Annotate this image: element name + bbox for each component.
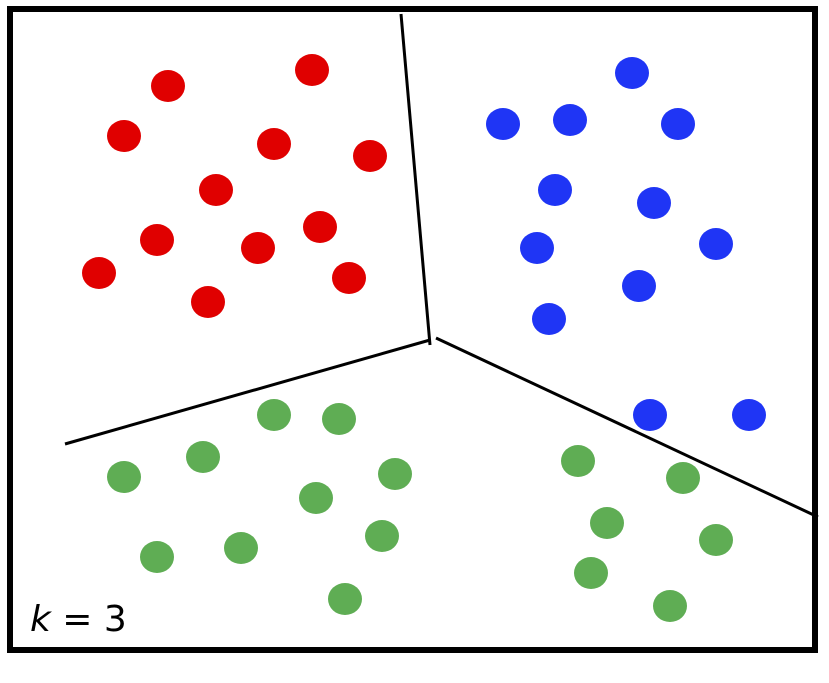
red-point-3 <box>107 120 141 152</box>
green-point-14 <box>699 524 733 556</box>
red-point-11 <box>332 262 366 294</box>
green-point-12 <box>666 462 700 494</box>
green-point-13 <box>590 507 624 539</box>
green-point-6 <box>299 482 333 514</box>
blue-point-9 <box>622 270 656 302</box>
green-point-5 <box>378 458 412 490</box>
boundary-line-2 <box>64 338 431 446</box>
blue-point-4 <box>661 108 695 140</box>
green-point-3 <box>107 461 141 493</box>
green-point-16 <box>653 590 687 622</box>
red-point-1 <box>151 70 185 102</box>
blue-point-1 <box>615 57 649 89</box>
red-point-2 <box>295 54 329 86</box>
red-point-9 <box>303 211 337 243</box>
green-point-4 <box>186 441 220 473</box>
boundary-line-3 <box>435 336 819 519</box>
red-point-12 <box>191 286 225 318</box>
blue-point-6 <box>637 187 671 219</box>
blue-point-12 <box>732 399 766 431</box>
green-point-11 <box>561 445 595 477</box>
green-point-9 <box>224 532 258 564</box>
green-point-1 <box>257 399 291 431</box>
k-value: = 3 <box>50 599 127 640</box>
blue-point-11 <box>633 399 667 431</box>
blue-point-7 <box>520 232 554 264</box>
red-point-8 <box>241 232 275 264</box>
blue-point-10 <box>532 303 566 335</box>
green-point-7 <box>365 520 399 552</box>
blue-point-3 <box>553 104 587 136</box>
blue-point-2 <box>486 108 520 140</box>
red-point-5 <box>353 140 387 172</box>
k-label: k = 3 <box>30 602 127 638</box>
blue-point-8 <box>699 228 733 260</box>
green-point-15 <box>574 557 608 589</box>
k-variable: k <box>30 599 51 640</box>
red-point-10 <box>82 257 116 289</box>
green-point-10 <box>328 583 362 615</box>
green-point-2 <box>322 403 356 435</box>
boundary-line-1 <box>399 13 432 346</box>
red-point-4 <box>257 128 291 160</box>
red-point-7 <box>140 224 174 256</box>
red-point-6 <box>199 174 233 206</box>
green-point-8 <box>140 541 174 573</box>
blue-point-5 <box>538 174 572 206</box>
